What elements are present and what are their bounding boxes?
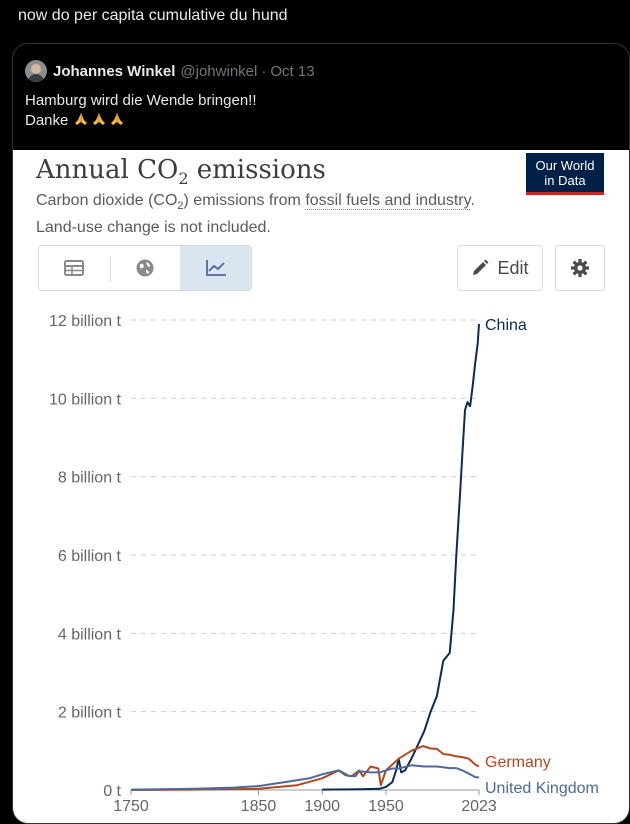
tab-map[interactable] [109,246,181,290]
y-tick-label: 10 billion t [49,391,122,408]
line-chart-icon [205,260,226,276]
y-tick-label: 0 t [103,783,121,800]
settings-button[interactable] [555,245,605,291]
quoted-line-2: Danke [25,112,69,129]
series-line-united-kingdom[interactable] [130,764,480,791]
y-tick-label: 12 billion t [49,313,122,330]
y-tick-label: 2 billion t [58,705,122,722]
quoted-tweet[interactable]: Johannes Winkel @johwinkel · Oct 13 Hamb… [12,43,630,824]
x-tick-label: 2023 [461,798,497,815]
folded-hands-icon [73,112,127,129]
x-tick-label: 1750 [113,798,149,815]
quoted-tweet-body: Hamburg wird die Wende bringen!! Danke [25,91,257,131]
separator: · [261,62,267,80]
x-tick-label: 1950 [368,798,404,815]
line-chart: 0 t 2 billion t 4 billion t 6 billion t 8 bi… [49,313,599,815]
gear-icon [571,259,589,277]
tweet-text: now do per capita cumulative du hund [18,7,288,24]
tweet-date[interactable]: Oct 13 [270,62,315,80]
edit-button[interactable]: Edit [457,245,543,291]
chart-image[interactable]: Annual CO2 emissions Carbon dioxide (CO2… [13,150,629,823]
view-tabs [38,245,252,291]
tab-chart[interactable] [180,246,252,290]
author-name[interactable]: Johannes Winkel [53,62,176,80]
avatar[interactable] [25,60,47,82]
series-line-germany[interactable] [130,745,480,791]
y-tick-label: 8 billion t [58,470,122,487]
tab-table[interactable] [39,246,110,290]
owid-logo: Our World in Data [526,153,604,195]
y-tick-label: 6 billion t [58,548,122,565]
x-tick-label: 1900 [304,798,340,815]
series-line-china[interactable] [322,323,480,791]
edit-label: Edit [497,257,529,278]
x-tick-label: 1850 [241,798,277,815]
globe-icon [136,259,154,277]
chart-title: Annual CO2 emissions [36,155,326,189]
y-tick-label: 4 billion t [58,626,122,643]
series-label-china[interactable]: China [485,317,527,334]
chart-subtitle: Carbon dioxide (CO2) emissions from foss… [36,192,475,237]
quoted-tweet-header: Johannes Winkel @johwinkel · Oct 13 [25,60,315,82]
pencil-icon [473,259,489,275]
series-label-germany[interactable]: Germany [485,754,551,771]
table-icon [64,260,85,276]
series-label-united-kingdom[interactable]: United Kingdom [485,780,599,797]
author-handle: @johwinkel [180,62,258,80]
fossil-fuels-link[interactable]: fossil fuels and industry [305,192,471,210]
quoted-line-1: Hamburg wird die Wende bringen!! [25,92,257,109]
